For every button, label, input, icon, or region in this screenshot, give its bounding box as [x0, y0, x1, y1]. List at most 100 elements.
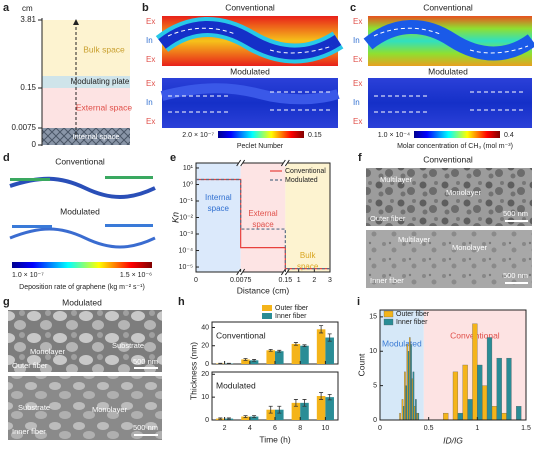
x-tick-label: 6 — [273, 425, 277, 432]
region-label: space — [208, 204, 230, 213]
annotation: Monolayer — [92, 405, 128, 414]
region-label: Modulated — [382, 338, 422, 348]
row-label: Ex — [353, 117, 362, 126]
x-tick-label: 2 — [223, 425, 227, 432]
bar — [291, 402, 301, 420]
x-tick-label: 1 — [297, 277, 301, 284]
colorbar-min: 1.0 × 10⁻⁴ — [378, 132, 410, 139]
histogram-bar — [404, 371, 406, 421]
bar — [275, 351, 284, 364]
row-label: In — [353, 36, 360, 45]
y-axis-label: Thickness (nm) — [188, 342, 198, 400]
x-tick-label: 4 — [248, 425, 252, 432]
legend-swatch — [383, 318, 394, 326]
x-axis-label: Time (h) — [259, 434, 290, 444]
colorbar — [12, 262, 152, 268]
region-label: Bulk — [300, 251, 317, 260]
colorbar-max: 0.4 — [504, 132, 514, 139]
error-bar — [302, 399, 307, 407]
error-bar — [319, 392, 324, 400]
axis-break — [236, 159, 246, 167]
panel-f: f Conventional Multilayer Monolayer Oute… — [358, 152, 532, 288]
error-bar — [293, 399, 298, 407]
fiber — [9, 227, 156, 249]
panel-label: d — [3, 152, 10, 164]
bulk-region — [42, 20, 130, 76]
panel-label: a — [3, 2, 10, 14]
x-tick-label: 0.15 — [279, 277, 293, 284]
bar — [241, 359, 250, 364]
histogram-bar — [443, 412, 449, 421]
x-tick-label: 1 — [475, 425, 479, 432]
unit: cm — [22, 4, 33, 13]
x-tick-label: 10 — [322, 425, 330, 432]
bar — [266, 350, 275, 364]
histogram-bar — [415, 399, 417, 421]
heatmap-band — [363, 20, 534, 61]
y-tick-label: 10 — [201, 394, 209, 401]
tick-label: 0.15 — [20, 83, 36, 92]
row-label: Ex — [146, 17, 155, 26]
error-bar — [226, 362, 231, 365]
annotation: Monolayer — [30, 347, 66, 356]
panel-label: b — [142, 2, 149, 14]
y-tick-label: 10⁻⁴ — [179, 247, 194, 254]
histogram-bar — [501, 412, 507, 421]
error-bar — [319, 325, 324, 334]
boundary — [373, 27, 529, 54]
scale-label: 500 nm — [133, 357, 158, 366]
legend-label: Modulated — [285, 177, 318, 184]
axis-break — [280, 159, 290, 167]
fiber-segment — [105, 176, 153, 179]
subplot-title: Conventional — [216, 330, 266, 340]
histogram-bar — [457, 412, 463, 421]
x-tick-label: 0.0075 — [230, 277, 252, 284]
boundary — [167, 27, 333, 54]
region-label: Bulk space — [83, 44, 125, 54]
colorbar-title: Molar concentration of CH₃ (mol m⁻³) — [397, 143, 513, 150]
region-label: Internal — [205, 193, 232, 202]
panel-label: g — [3, 296, 10, 308]
region-label: Modulating plate — [71, 77, 130, 86]
x-tick-label: 3 — [328, 277, 332, 284]
series-line — [196, 178, 330, 270]
error-bar — [293, 342, 298, 346]
y-tick-label: 10⁻² — [179, 214, 193, 221]
x-axis-label: Distance (cm) — [237, 285, 290, 295]
histogram-bar — [491, 406, 497, 421]
bar — [249, 360, 259, 364]
histogram-bar — [407, 351, 410, 421]
error-bar — [327, 333, 332, 342]
colorbar-title: Peclet Number — [237, 143, 284, 150]
region-label: Internal space — [72, 132, 119, 141]
region-label: External — [248, 209, 278, 218]
panel-label: c — [350, 2, 356, 14]
micrograph — [366, 230, 532, 288]
error-bar — [218, 417, 223, 420]
histogram-bar — [411, 378, 413, 421]
histogram-bar — [410, 344, 412, 421]
y-tick-label: 40 — [201, 324, 209, 331]
error-bar — [243, 358, 248, 361]
bar — [266, 409, 275, 420]
colorbar — [218, 131, 304, 138]
fiber-segment — [105, 224, 153, 227]
annotation: Inner fiber — [12, 427, 46, 436]
scale-label: 500 nm — [133, 423, 158, 432]
histogram-bar — [399, 412, 401, 421]
x-axis-label: ID/IG — [443, 435, 463, 445]
y-tick-label: 15 — [369, 314, 377, 321]
annotation: Inner fiber — [370, 276, 404, 285]
title: Modulated — [428, 66, 468, 76]
panel-g: g Modulated Monolayer Substrate Outer fi… — [3, 296, 162, 440]
y-tick-label: 10⁻¹ — [179, 198, 193, 205]
legend-label: Inner fiber — [396, 319, 428, 326]
colorbar-title: Deposition rate of graphene (kg m⁻² s⁻¹) — [19, 284, 145, 291]
region — [196, 163, 241, 272]
legend-label: Inner fiber — [275, 313, 307, 320]
error-bar — [252, 415, 257, 418]
histogram-bar — [452, 371, 459, 421]
bar — [316, 396, 326, 420]
x-tick-label: 2 — [312, 277, 316, 284]
